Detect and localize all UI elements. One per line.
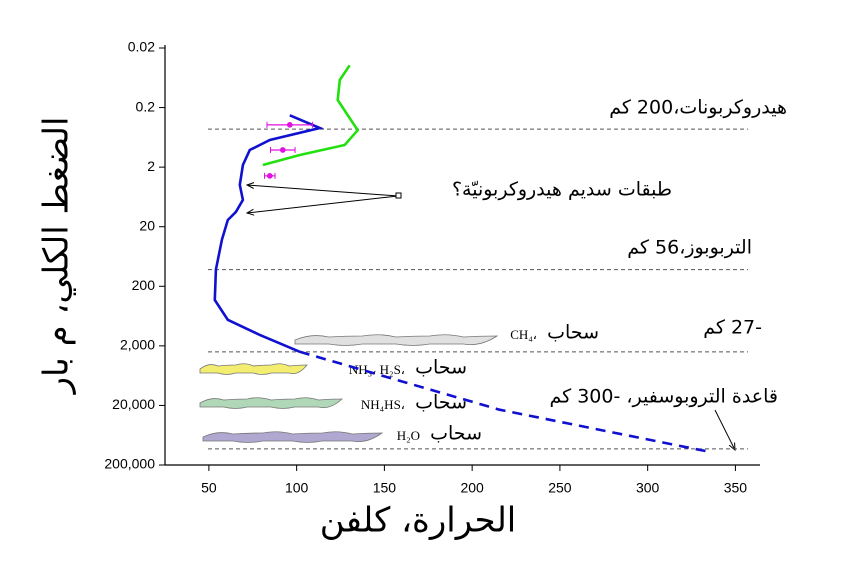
level-label: -27 كم	[703, 317, 762, 339]
data-point	[286, 122, 293, 128]
cloud-label: سحاب	[415, 392, 467, 414]
cloud-species: NH₃، H₂S،	[349, 362, 405, 377]
note-arrow	[247, 185, 399, 197]
y-tick-label: 2	[147, 158, 155, 174]
cloud-species: NH₄HS،	[361, 397, 405, 412]
cloud-species: H₂O	[397, 428, 420, 443]
level-label: التربوبوز،56 كم	[627, 237, 752, 259]
x-tick-label: 250	[548, 480, 572, 496]
cloud	[199, 397, 344, 409]
cloud	[294, 334, 499, 346]
y-axis-label: الضغط الكلي، م بار	[37, 117, 77, 396]
x-tick-label: 100	[285, 480, 309, 496]
note-anchor	[395, 192, 402, 199]
x-axis-label: الحرارة، كلفن	[320, 501, 517, 541]
nebula-note: طبقات سديم هيدروكربونيّة؟	[452, 179, 672, 201]
y-tick-label: 200	[132, 277, 156, 293]
cloud-label: سحاب	[430, 423, 482, 445]
note-arrow	[247, 195, 399, 213]
x-tick-label: 200	[460, 480, 484, 496]
cloud-species: CH₄،	[510, 327, 537, 342]
x-tick-label: 50	[201, 480, 217, 496]
profile-line	[262, 64, 360, 167]
data-point	[266, 173, 273, 179]
level-leader	[714, 409, 735, 450]
y-tick-label: 0.2	[136, 98, 156, 114]
y-tick-label: 0.02	[128, 39, 155, 55]
x-tick-label: 300	[636, 480, 660, 496]
cloud	[202, 431, 384, 443]
x-tick-label: 150	[373, 480, 397, 496]
cloud-label: سحاب	[415, 357, 467, 379]
x-tick-label: 350	[724, 480, 748, 496]
data-point	[279, 147, 286, 153]
cloud	[199, 363, 308, 375]
y-tick-label: 2,000	[120, 337, 155, 353]
profile-line	[213, 114, 324, 353]
profile-line	[299, 350, 710, 454]
level-label: هيدروكربونات،200 كم	[609, 97, 787, 119]
cloud-label: سحاب	[547, 322, 599, 344]
y-tick-label: 20,000	[112, 396, 155, 412]
y-tick-label: 20	[139, 217, 155, 233]
level-label: قاعدة التروبوسفير، -300 كم	[549, 386, 778, 408]
y-tick-label: 200,000	[104, 456, 155, 472]
